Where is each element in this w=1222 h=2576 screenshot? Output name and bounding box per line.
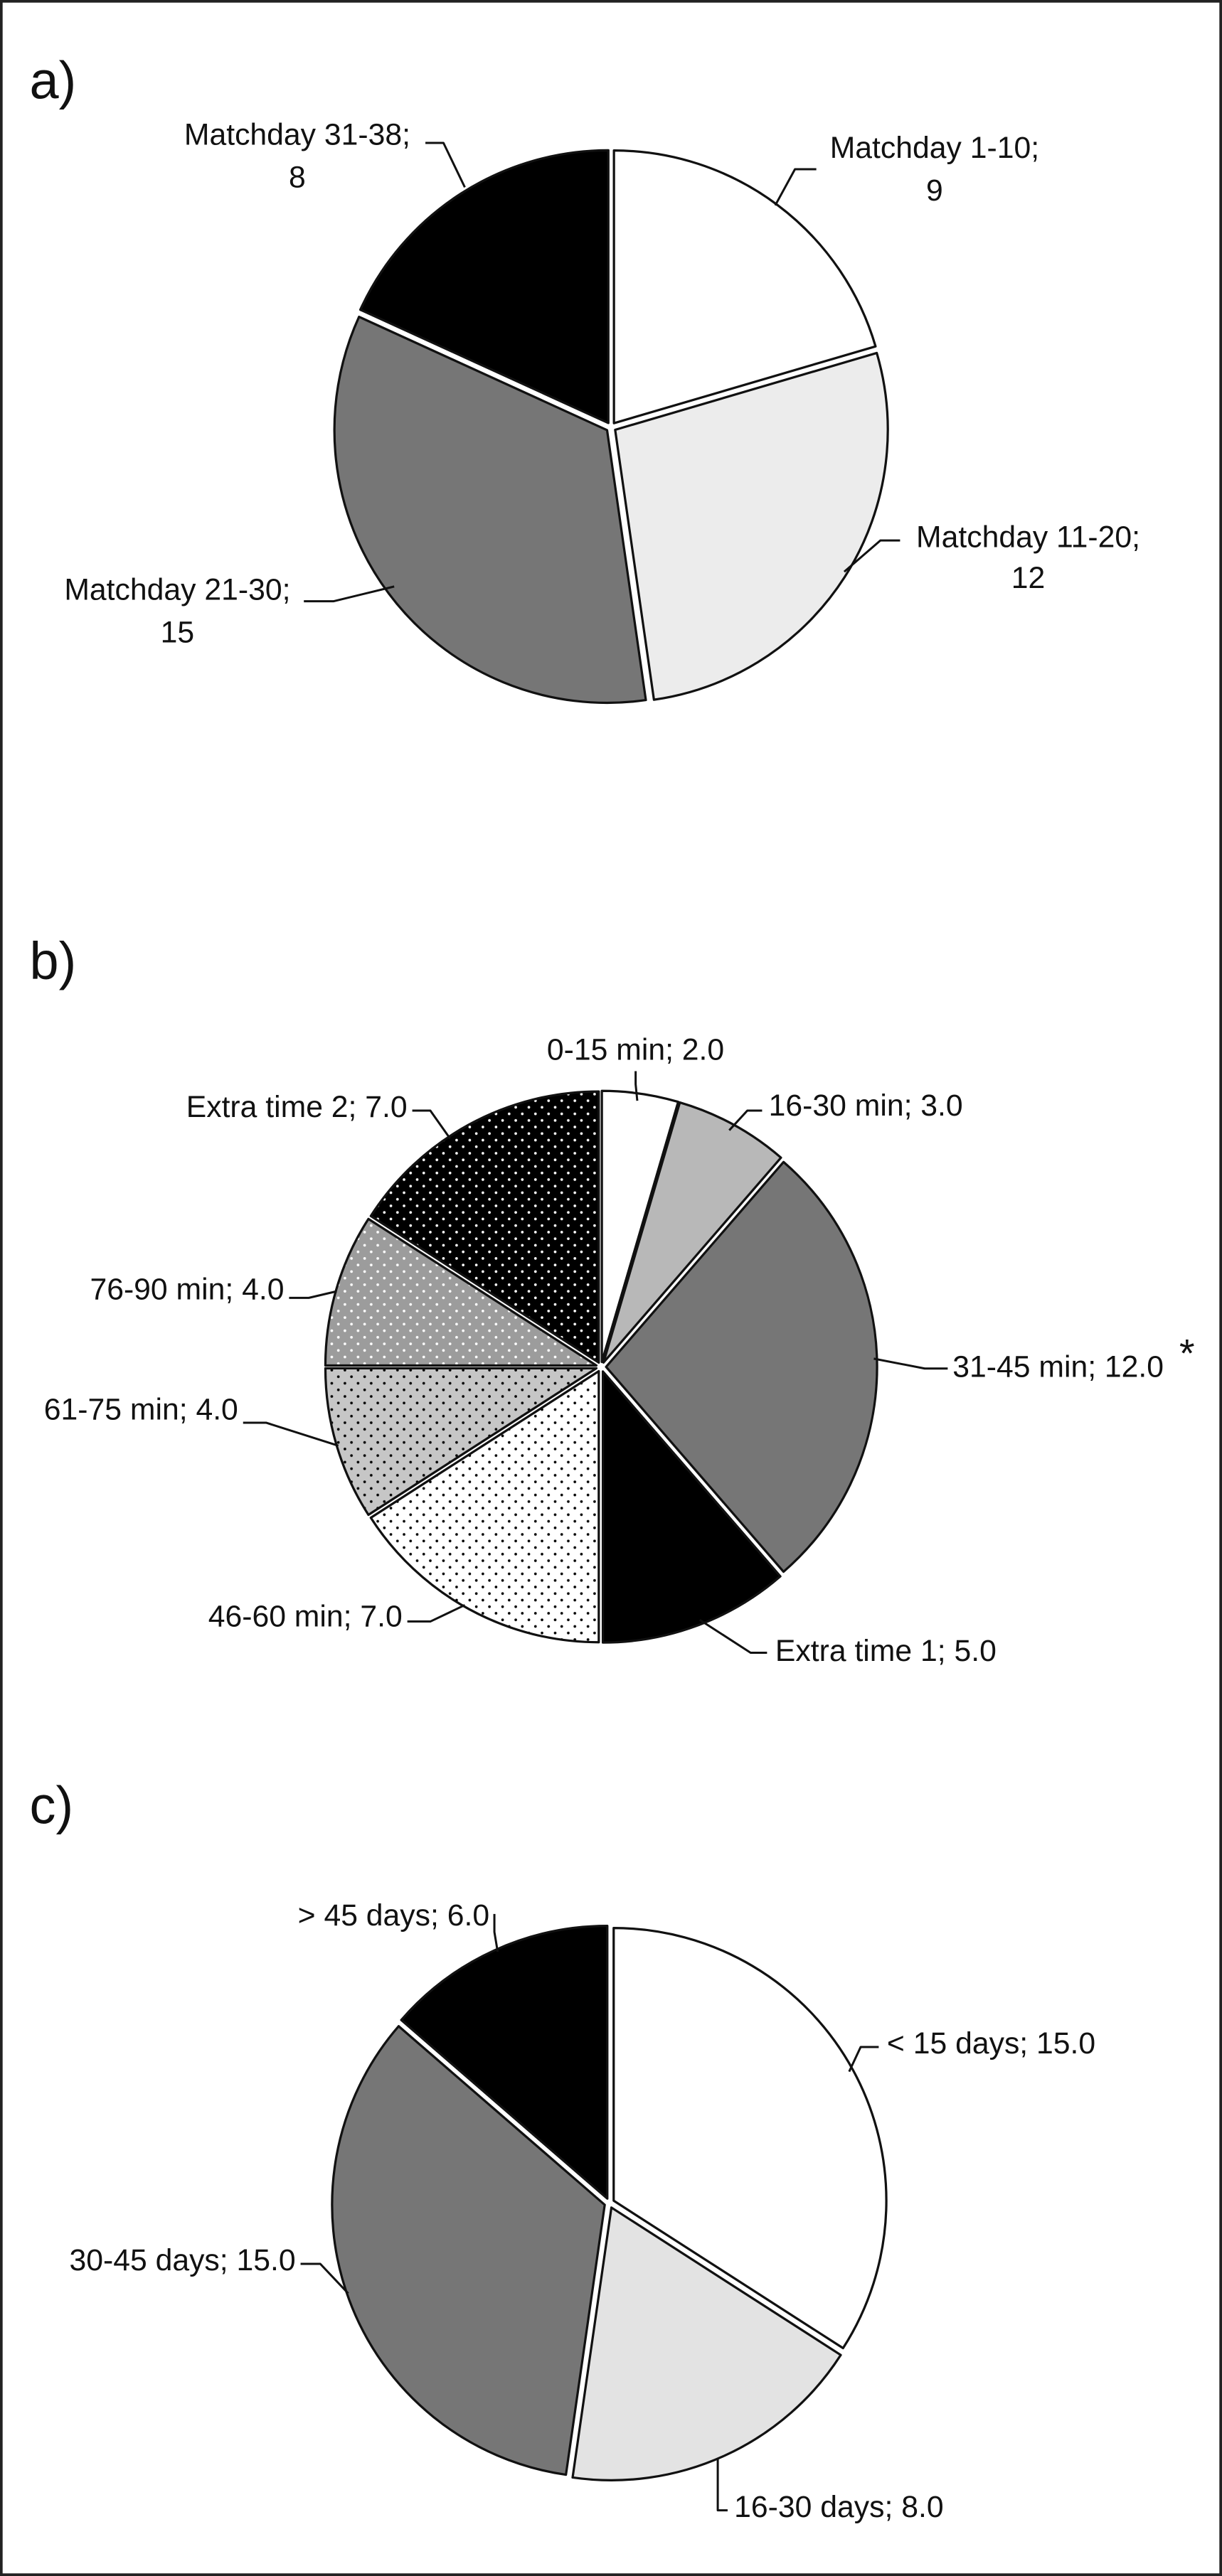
leader-line-0-15-min bbox=[634, 1071, 639, 1101]
pie-slice-extra-time-2-7-0 bbox=[369, 1090, 600, 1364]
slice-value-matchday-11-20: 12 bbox=[1011, 561, 1046, 595]
significance-asterisk: * bbox=[1179, 1331, 1195, 1375]
pie-slice-46-60-min-7-0 bbox=[369, 1369, 600, 1644]
pie-slice-under-15-days-15-0 bbox=[612, 1926, 888, 2350]
pie-slice-0-15-min-2-0 bbox=[600, 1089, 680, 1364]
leader-line-16-30-min bbox=[728, 1109, 763, 1131]
panel-label-a: a) bbox=[30, 51, 77, 110]
slice-value-matchday-31-38: 8 bbox=[289, 160, 306, 194]
panel-label-c: c) bbox=[30, 1776, 74, 1835]
slice-label-over-45-days: > 45 days; 6.0 bbox=[298, 1898, 489, 1933]
pie-slice-30-45-days-15-0 bbox=[331, 2025, 606, 2476]
pie-chart-b bbox=[324, 1089, 878, 1644]
slice-value-matchday-21-30: 15 bbox=[161, 615, 195, 649]
panel-b: b) 0-15 min; 2.0 16-30 min; 3.0 31-45 mi… bbox=[30, 931, 1195, 1668]
leader-line-46-60-min bbox=[407, 1604, 466, 1623]
slice-label-matchday-11-20: Matchday 11-20; bbox=[916, 520, 1140, 554]
slice-label-extra-time-1: Extra time 1; 5.0 bbox=[775, 1634, 997, 1668]
pie-slice-matchday-21-30 bbox=[333, 315, 647, 705]
slice-label-30-45-days: 30-45 days; 15.0 bbox=[69, 2243, 295, 2277]
leader-line-matchday-31-38 bbox=[425, 141, 466, 188]
leader-line-extra-time-2 bbox=[412, 1109, 451, 1140]
pie-slice-76-90-min-4-0 bbox=[324, 1217, 598, 1367]
slice-label-extra-time-2: Extra time 2; 7.0 bbox=[186, 1090, 408, 1124]
slice-label-matchday-21-30: Matchday 21-30; bbox=[64, 572, 290, 606]
pie-slice-extra-time-1-5-0 bbox=[601, 1370, 782, 1644]
pie-chart-c bbox=[331, 1925, 888, 2481]
pie-chart-a bbox=[333, 149, 889, 705]
leader-line-76-90-min bbox=[289, 1290, 337, 1299]
slice-label-46-60-min: 46-60 min; 7.0 bbox=[208, 1599, 403, 1633]
slice-value-matchday-1-10: 9 bbox=[926, 173, 943, 208]
leader-line-matchday-21-30 bbox=[304, 585, 395, 603]
slice-label-31-45-min: 31-45 min; 12.0 bbox=[952, 1350, 1164, 1384]
leader-line-16-30-days bbox=[716, 2459, 728, 2512]
pie-slice-matchday-31-38 bbox=[358, 149, 610, 424]
leader-line-under-15-days bbox=[848, 2046, 879, 2073]
panel-a: a) Matchday 1-10; 9 Matchday 11-20; 12 M… bbox=[30, 51, 1140, 705]
slice-label-matchday-31-38: Matchday 31-38; bbox=[184, 117, 410, 151]
panel-c: c) < 15 days; 15.0 16-30 days; 8.0 30-45… bbox=[30, 1776, 1096, 2524]
leader-line-matchday-1-10 bbox=[774, 168, 817, 206]
leader-line-30-45-days bbox=[300, 2262, 349, 2294]
leader-line-extra-time-1 bbox=[698, 1618, 767, 1654]
panel-label-b: b) bbox=[30, 931, 77, 990]
slice-label-61-75-min: 61-75 min; 4.0 bbox=[44, 1392, 238, 1426]
slice-label-0-15-min: 0-15 min; 2.0 bbox=[547, 1032, 724, 1067]
pie-slice-matchday-11-20 bbox=[614, 351, 889, 701]
slice-label-matchday-1-10: Matchday 1-10; bbox=[830, 131, 1039, 165]
leader-line-61-75-min bbox=[243, 1421, 339, 1447]
slice-label-under-15-days: < 15 days; 15.0 bbox=[887, 2026, 1095, 2061]
pie-slice-matchday-1-10 bbox=[612, 149, 877, 424]
slice-label-76-90-min: 76-90 min; 4.0 bbox=[90, 1273, 284, 1307]
pie-slice-over-45-days-6-0 bbox=[400, 1925, 609, 2200]
leader-line-matchday-11-20 bbox=[843, 539, 900, 573]
slice-label-16-30-days: 16-30 days; 8.0 bbox=[734, 2490, 943, 2524]
pie-slice-16-30-days-8-0 bbox=[571, 2206, 842, 2481]
leader-line-31-45-min bbox=[873, 1357, 948, 1370]
leader-line-over-45-days bbox=[493, 1913, 499, 1952]
slice-label-16-30-min: 16-30 min; 3.0 bbox=[769, 1089, 963, 1123]
pie-slice-31-45-min-12-0 bbox=[605, 1160, 878, 1573]
